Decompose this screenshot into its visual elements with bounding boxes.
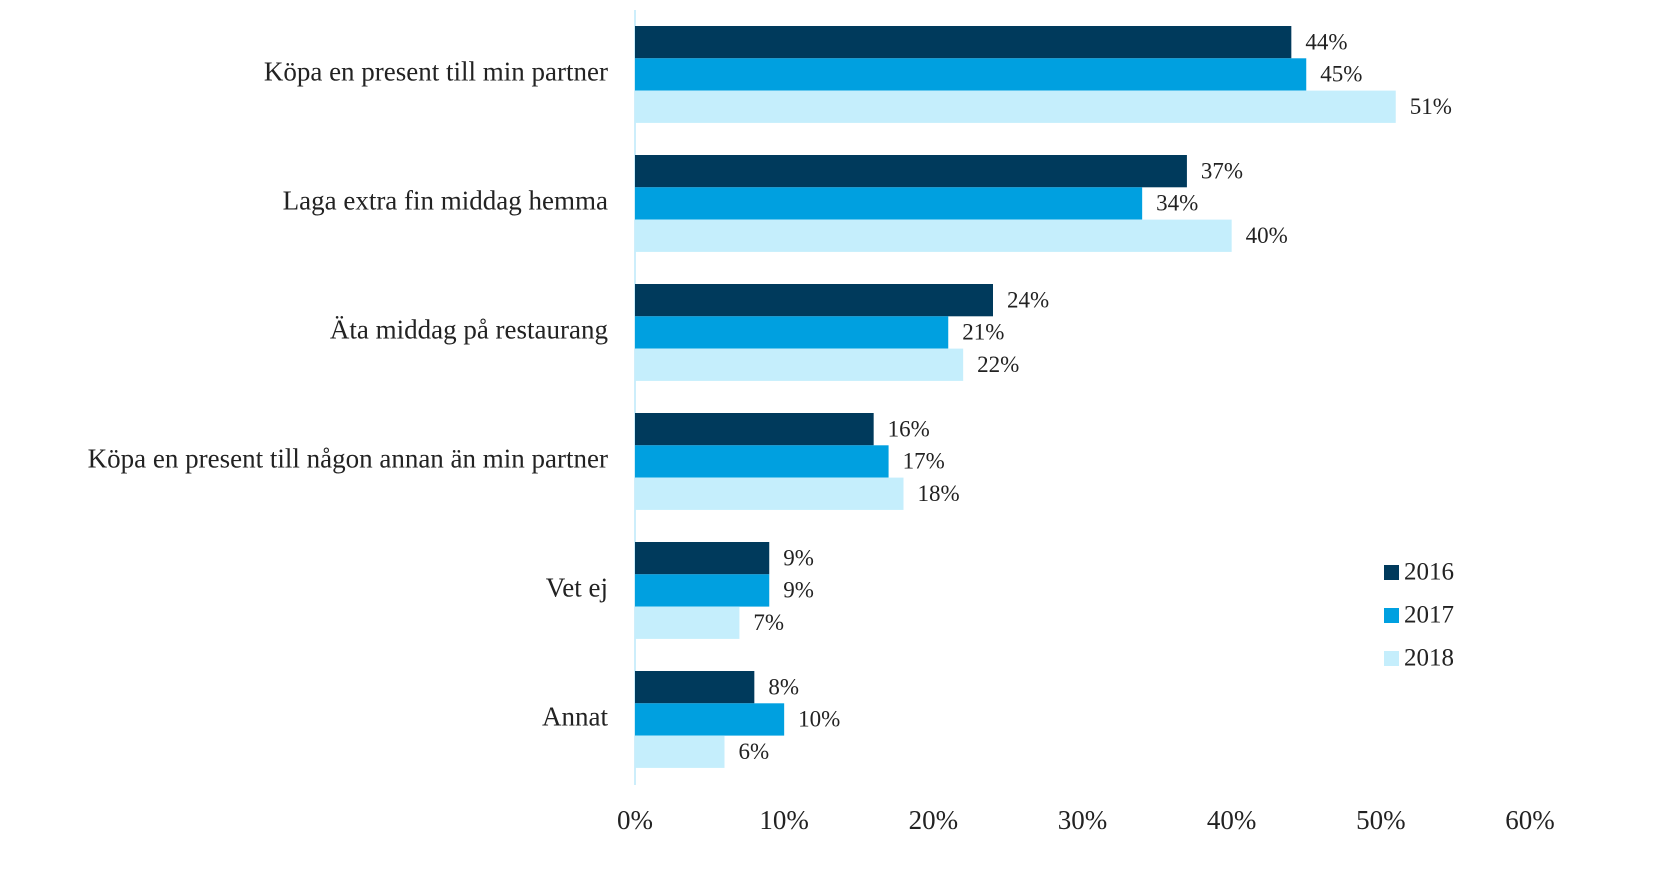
x-tick-label: 20% bbox=[909, 805, 959, 835]
value-label: 44% bbox=[1305, 29, 1347, 54]
value-label: 8% bbox=[768, 674, 799, 699]
legend-label: 2017 bbox=[1404, 602, 1454, 629]
category-label: Vet ej bbox=[546, 573, 608, 603]
value-label: 34% bbox=[1156, 191, 1198, 216]
category-label: Köpa en present till någon annan än min … bbox=[88, 444, 608, 474]
value-label: 40% bbox=[1246, 223, 1288, 248]
x-tick-label: 60% bbox=[1505, 805, 1555, 835]
x-tick-label: 30% bbox=[1058, 805, 1108, 835]
bar bbox=[635, 413, 874, 446]
legend-label: 2016 bbox=[1404, 559, 1454, 586]
x-tick-label: 10% bbox=[759, 805, 809, 835]
legend-swatch bbox=[1384, 565, 1399, 580]
value-label: 9% bbox=[783, 545, 814, 570]
bar bbox=[635, 187, 1143, 220]
bar bbox=[635, 316, 949, 349]
bar bbox=[635, 90, 1396, 123]
value-label: 37% bbox=[1201, 158, 1243, 183]
value-label: 9% bbox=[783, 578, 814, 603]
value-label: 17% bbox=[903, 449, 945, 474]
value-label: 22% bbox=[977, 352, 1019, 377]
category-label: Äta middag på restaurang bbox=[330, 315, 608, 345]
bar bbox=[635, 284, 993, 317]
bar bbox=[635, 58, 1307, 91]
bar bbox=[635, 26, 1292, 59]
x-tick-label: 50% bbox=[1356, 805, 1406, 835]
value-label: 7% bbox=[753, 610, 784, 635]
legend-label: 2018 bbox=[1404, 645, 1454, 672]
bar bbox=[635, 155, 1187, 188]
value-label: 10% bbox=[798, 707, 840, 732]
value-label: 51% bbox=[1410, 94, 1452, 119]
category-label: Köpa en present till min partner bbox=[264, 57, 608, 87]
value-label: 24% bbox=[1007, 287, 1049, 312]
category-label: Laga extra fin middag hemma bbox=[283, 186, 608, 216]
bar bbox=[635, 671, 755, 704]
legend-swatch bbox=[1384, 651, 1399, 666]
bar bbox=[635, 703, 785, 736]
value-label: 16% bbox=[888, 416, 930, 441]
bar bbox=[635, 735, 725, 768]
x-tick-label: 0% bbox=[617, 805, 653, 835]
value-label: 45% bbox=[1320, 62, 1362, 87]
bar bbox=[635, 542, 770, 575]
bar bbox=[635, 219, 1232, 252]
bar bbox=[635, 574, 770, 607]
legend-swatch bbox=[1384, 608, 1399, 623]
value-label: 18% bbox=[918, 481, 960, 506]
x-tick-label: 40% bbox=[1207, 805, 1257, 835]
bar bbox=[635, 445, 889, 478]
bar bbox=[635, 348, 964, 381]
bar bbox=[635, 477, 904, 510]
value-label: 6% bbox=[739, 739, 770, 764]
bar bbox=[635, 606, 740, 639]
value-label: 21% bbox=[962, 320, 1004, 345]
category-label: Annat bbox=[542, 702, 608, 732]
